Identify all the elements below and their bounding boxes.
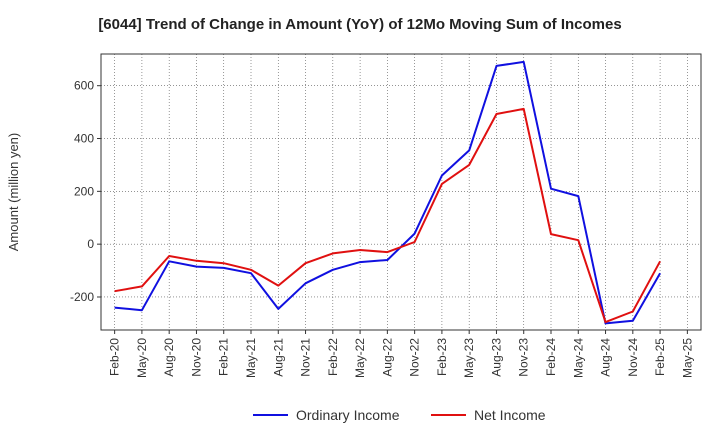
y-tick-label: -200: [70, 290, 94, 304]
x-tick-label: Nov-22: [408, 338, 422, 377]
y-tick-label: 0: [87, 237, 94, 251]
x-tick-label: Feb-20: [108, 338, 122, 376]
chart-title: [6044] Trend of Change in Amount (YoY) o…: [98, 16, 622, 33]
x-tick-label: Nov-23: [517, 338, 531, 377]
x-tick-label: Nov-20: [189, 338, 203, 377]
x-tick-label: Nov-24: [626, 338, 640, 377]
x-tick-label: May-21: [244, 338, 258, 378]
x-tick-label: Feb-25: [653, 338, 667, 376]
x-tick-label: Feb-23: [435, 338, 449, 376]
x-tick-label: Aug-23: [489, 338, 503, 377]
x-tick-label: May-23: [462, 338, 476, 378]
series-line-0: [114, 60, 661, 325]
x-tick-label: Feb-22: [326, 338, 340, 376]
x-tick-label: May-20: [135, 338, 149, 378]
x-tick-label: May-24: [571, 338, 585, 378]
legend-label-1: Net Income: [474, 407, 546, 423]
x-tick-label: Nov-21: [299, 338, 313, 377]
x-tick-label: Aug-22: [380, 338, 394, 377]
y-axis-title: Amount (million yen): [6, 133, 21, 252]
y-tick-label: 200: [74, 184, 94, 198]
y-tick-label: 400: [74, 132, 94, 146]
plot-frame: [100, 53, 702, 331]
x-tick-label: May-25: [680, 338, 694, 378]
x-tick-label: Aug-24: [599, 338, 613, 377]
x-tick-label: Feb-21: [217, 338, 231, 376]
series-line-1: [114, 107, 661, 324]
x-tick-label: Aug-21: [271, 338, 285, 377]
x-tick-label: Aug-20: [162, 338, 176, 377]
x-tick-label: May-22: [353, 338, 367, 378]
x-tick-label: Feb-24: [544, 338, 558, 376]
y-tick-label: 600: [74, 79, 94, 93]
legend-label-0: Ordinary Income: [296, 407, 400, 423]
